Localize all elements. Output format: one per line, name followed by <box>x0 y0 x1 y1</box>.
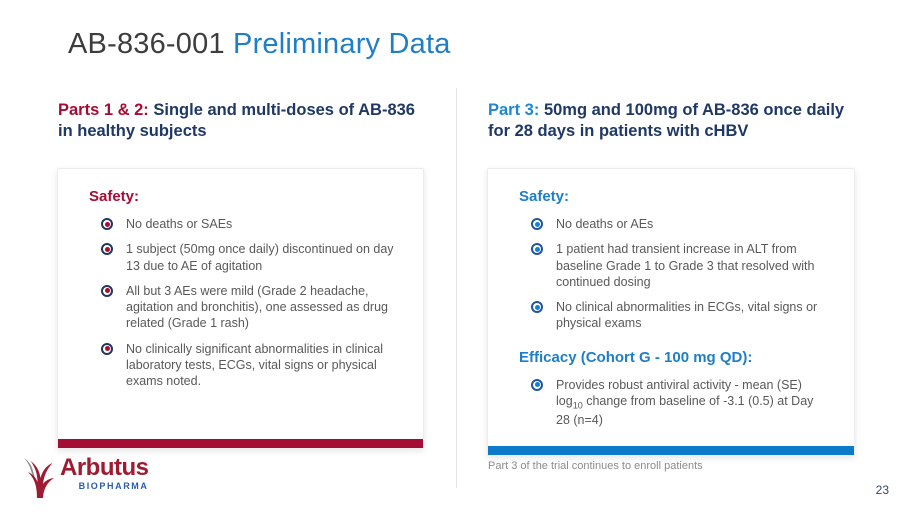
logo-text: Arbutus BIOPHARMA <box>60 454 149 492</box>
list-item: All but 3 AEs were mild (Grade 2 headach… <box>101 283 397 332</box>
left-safety-title: Safety: <box>89 188 140 205</box>
bullet-text: 1 subject (50mg once daily) discontinued… <box>126 242 394 273</box>
efficacy-text-pre: Provides robust antiviral activity - mea… <box>556 377 802 408</box>
right-efficacy-bullets: Provides robust antiviral activity - mea… <box>531 377 828 429</box>
list-item: Provides robust antiviral activity - mea… <box>531 377 828 429</box>
list-item: No clinical abnormalities in ECGs, vital… <box>531 299 828 332</box>
slide-title: AB-836-001 Preliminary Data <box>68 28 451 61</box>
left-safety-bullets: No deaths or SAEs 1 subject (50mg once d… <box>101 216 397 389</box>
logo-name: Arbutus <box>60 454 149 481</box>
fisheye-bullet-icon <box>101 284 113 297</box>
bullet-text: 1 patient had transient increase in ALT … <box>556 242 815 289</box>
right-card-accent-bar <box>488 446 854 455</box>
arbutus-logo: Arbutus BIOPHARMA <box>20 456 149 498</box>
fisheye-bullet-icon <box>531 243 543 256</box>
right-card: Safety: No deaths or AEs 1 patient had t… <box>487 168 855 456</box>
right-heading-prefix: Part 3: <box>488 101 540 119</box>
left-heading-prefix: Parts 1 & 2: <box>58 101 149 119</box>
list-item: No clinically significant abnormalities … <box>101 341 397 390</box>
list-item: 1 patient had transient increase in ALT … <box>531 241 828 290</box>
fisheye-bullet-icon <box>101 218 113 230</box>
efficacy-text-post: change from baseline of -3.1 (0.5) at Da… <box>556 393 814 427</box>
bullet-text: No clinical abnormalities in ECGs, vital… <box>556 300 818 331</box>
page-number: 23 <box>875 483 889 497</box>
left-column-heading: Parts 1 & 2: Single and multi-doses of A… <box>58 100 430 143</box>
footnote: Part 3 of the trial continues to enroll … <box>488 460 703 472</box>
left-heading-rest: Single and multi-doses of AB-836 in heal… <box>58 101 415 141</box>
fisheye-bullet-icon <box>531 378 543 391</box>
bullet-text: No deaths or AEs <box>556 217 654 231</box>
fisheye-bullet-icon <box>531 218 543 230</box>
efficacy-text-subscript: 10 <box>572 400 583 411</box>
slide-title-highlight: Preliminary Data <box>233 28 451 60</box>
list-item: 1 subject (50mg once daily) discontinued… <box>101 241 397 274</box>
bullet-text: No deaths or SAEs <box>126 217 233 231</box>
fisheye-bullet-icon <box>531 301 543 313</box>
slide-title-prefix: AB-836-001 <box>68 28 234 60</box>
left-card: Safety: No deaths or SAEs 1 subject (50m… <box>57 168 424 449</box>
list-item: No deaths or SAEs <box>101 216 397 232</box>
bullet-text: All but 3 AEs were mild (Grade 2 headach… <box>126 283 388 331</box>
left-card-accent-bar <box>58 439 423 448</box>
right-safety-bullets: No deaths or AEs 1 patient had transient… <box>531 216 828 332</box>
list-item: No deaths or AEs <box>531 216 828 232</box>
right-safety-title: Safety: <box>519 188 570 205</box>
arbutus-tree-icon <box>24 458 54 498</box>
right-efficacy-title: Efficacy (Cohort G - 100 mg QD): <box>519 348 753 366</box>
right-heading-rest: 50mg and 100mg of AB-836 once daily for … <box>488 101 845 141</box>
logo-subtitle: BIOPHARMA <box>78 481 149 491</box>
column-divider <box>456 88 457 488</box>
fisheye-bullet-icon <box>101 243 113 256</box>
right-column-heading: Part 3: 50mg and 100mg of AB-836 once da… <box>488 100 868 143</box>
bullet-text: Provides robust antiviral activity - mea… <box>556 377 828 429</box>
bullet-text: No clinically significant abnormalities … <box>126 341 384 389</box>
fisheye-bullet-icon <box>101 342 113 355</box>
